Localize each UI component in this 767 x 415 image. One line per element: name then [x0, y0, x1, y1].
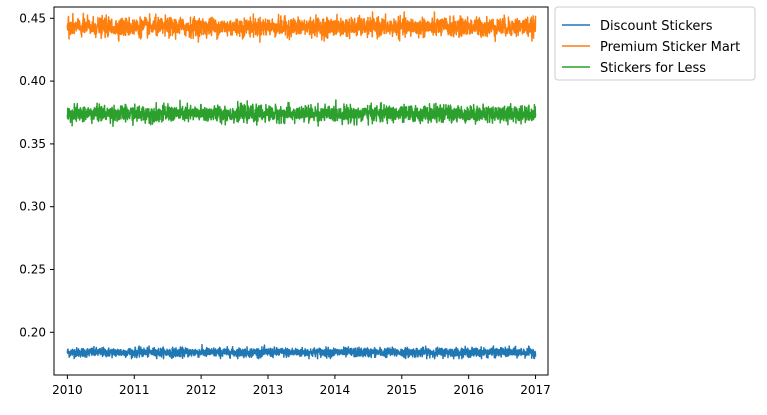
legend-label: Discount Stickers — [600, 19, 713, 34]
y-axis: 0.20 0.25 0.30 0.35 0.40 0.45 — [19, 11, 54, 339]
x-tick-label: 2012 — [186, 383, 217, 397]
series-line-0 — [66, 344, 537, 360]
legend-box — [554, 6, 756, 81]
y-tick-label: 0.30 — [19, 200, 46, 214]
y-tick-label: 0.25 — [19, 262, 46, 276]
x-axis: 2010 2011 2012 2013 2014 2015 2016 2017 — [52, 375, 551, 397]
legend-label: Premium Sticker Mart — [600, 40, 740, 55]
x-tick-label: 2011 — [119, 383, 150, 397]
legend: Discount Stickers Premium Sticker Mart Sti… — [554, 6, 756, 81]
plot-area — [66, 11, 537, 360]
x-tick-label: 2010 — [52, 383, 83, 397]
x-tick-label: 2016 — [453, 383, 484, 397]
x-tick-label: 2013 — [253, 383, 284, 397]
plot-frame — [53, 6, 549, 376]
series-line-1 — [66, 11, 537, 43]
x-tick-label: 2017 — [520, 383, 551, 397]
legend-label: Stickers for Less — [600, 61, 706, 76]
x-tick-label: 2015 — [387, 383, 418, 397]
y-tick-label: 0.45 — [19, 11, 46, 25]
y-tick-label: 0.35 — [19, 137, 46, 151]
y-tick-label: 0.40 — [19, 74, 46, 88]
y-tick-label: 0.20 — [19, 325, 46, 339]
series-line-2 — [66, 99, 537, 128]
x-tick-label: 2014 — [320, 383, 351, 397]
